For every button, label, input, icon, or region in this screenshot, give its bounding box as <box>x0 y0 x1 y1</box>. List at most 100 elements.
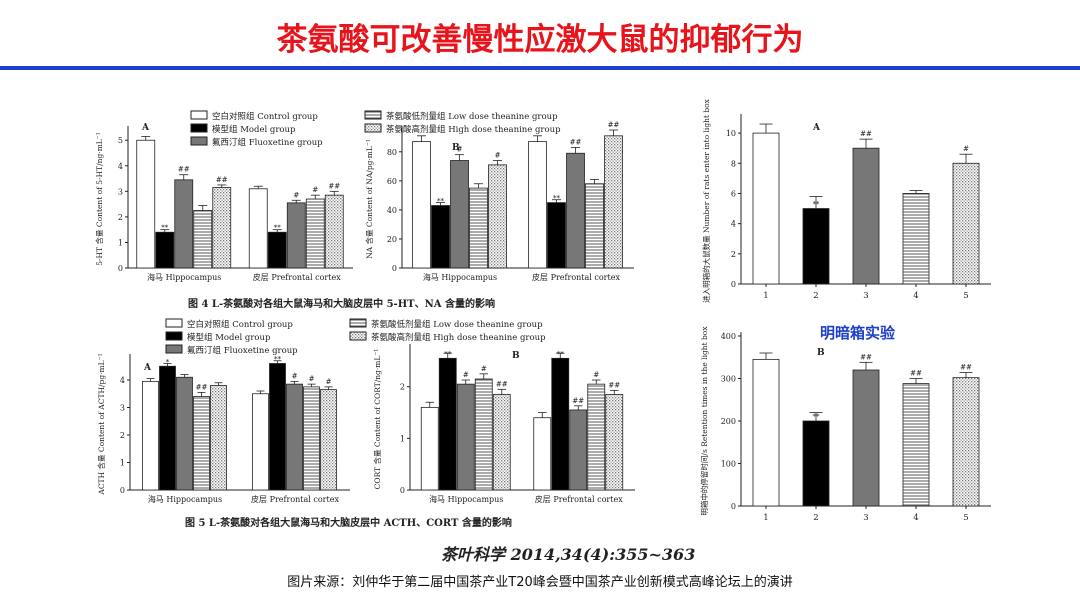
bar <box>248 188 268 269</box>
bar <box>267 231 287 269</box>
y-tick-label: 5 <box>118 136 123 145</box>
y-tick-label: 6 <box>731 189 736 198</box>
bar <box>547 202 566 269</box>
slide-title: 茶氨酸可改善慢性应激大鼠的抑郁行为 <box>276 22 804 58</box>
bar <box>193 396 210 491</box>
legend-swatch-fluoxetine <box>190 136 208 146</box>
x-category-label: 海马 Hippocampus <box>147 272 221 282</box>
y-tick-label: 2 <box>731 250 736 259</box>
y-tick-label: 0 <box>731 280 736 289</box>
y-tick-label: 300 <box>721 375 736 384</box>
light-dark-box-label: 明暗箱实验 <box>820 324 896 342</box>
significance-mark: ## <box>608 121 620 129</box>
bar <box>587 383 606 491</box>
y-axis-label: NA 含量 Content of NA/pg·mL⁻¹ <box>364 139 374 259</box>
x-category-label: 3 <box>863 513 868 523</box>
significance-mark: ** <box>437 198 445 206</box>
bar <box>305 198 325 269</box>
significance-mark: ## <box>910 370 922 378</box>
y-tick-label: 200 <box>721 417 736 426</box>
significance-mark: ## <box>216 176 228 184</box>
y-tick-label: 4 <box>118 162 123 171</box>
bar <box>176 376 193 491</box>
significance-mark: # <box>457 146 463 154</box>
panel-letter: B <box>512 351 520 361</box>
bar <box>952 377 980 507</box>
legend-label-high: 茶氨酸高剂量组 High dose theanine group <box>371 332 546 343</box>
significance-mark: ## <box>178 166 190 174</box>
x-category-label: 2 <box>813 513 818 523</box>
y-tick-label: 1 <box>400 434 405 443</box>
significance-mark: ** <box>274 356 282 364</box>
y-tick-label: 2 <box>400 383 405 392</box>
bar <box>303 386 320 491</box>
bar <box>174 179 194 269</box>
legend-swatch-fluoxetine <box>165 344 183 354</box>
fig4-legend: 空白对照组 Control group 模型组 Model group 氟西汀组… <box>190 110 561 148</box>
bar <box>438 357 457 491</box>
legend-label-low: 茶氨酸低剂量组 Low dose theanine group <box>386 111 558 122</box>
significance-mark: ** <box>161 224 169 232</box>
chart-rats-enter-light-box: 0 2 4 6 8 10 进入明箱的大鼠数量 Number of rats enter in… <box>701 98 991 303</box>
fig5-caption: 图 5 L-茶氨酸对各组大鼠海马和大脑皮层中 ACTH、CORT 含量的影响 <box>185 518 512 529</box>
bar <box>488 164 507 269</box>
title-divider <box>0 66 1080 70</box>
bar <box>136 139 156 269</box>
bar <box>252 393 269 491</box>
y-tick-label: 3 <box>120 404 125 413</box>
y-tick-label: 4 <box>731 220 736 229</box>
legend-label-low: 茶氨酸低剂量组 Low dose theanine group <box>371 319 543 330</box>
y-axis-label: CORT 含量 Content of CORT/ng·mL⁻¹ <box>372 349 382 490</box>
x-category-label: 2 <box>813 291 818 301</box>
bar <box>159 365 176 491</box>
bar <box>469 187 488 269</box>
x-category-label: 海马 Hippocampus <box>148 494 222 504</box>
significance-mark: ## <box>608 381 620 389</box>
significance-mark: ## <box>328 182 340 190</box>
bar <box>286 202 306 269</box>
significance-mark: # <box>293 191 299 199</box>
y-tick-label: 0 <box>400 486 405 495</box>
panel-letter: A <box>143 363 152 373</box>
y-tick-label: 20 <box>387 235 397 244</box>
x-category-label: 5 <box>963 291 968 301</box>
legend-swatch-model <box>165 331 183 341</box>
significance-mark: ** <box>557 350 565 358</box>
y-tick-label: 80 <box>387 148 397 157</box>
bar <box>142 380 159 491</box>
legend-label-fluoxetine: 氟西汀组 Fluoxetine group <box>187 345 298 356</box>
bar <box>566 152 585 269</box>
legend-label-fluoxetine: 氟西汀组 Fluoxetine group <box>212 137 323 148</box>
significance-mark: * <box>166 358 170 366</box>
bar <box>902 193 930 285</box>
x-category-label: 1 <box>763 291 768 301</box>
bar <box>585 183 604 269</box>
legend-label-high: 茶氨酸高剂量组 High dose theanine group <box>386 124 561 135</box>
significance-mark: # <box>963 145 969 153</box>
x-category-label: 4 <box>913 513 918 523</box>
significance-mark: ** <box>813 413 821 421</box>
bar <box>752 132 780 285</box>
y-axis-label: 进入明箱的大鼠数量 Number of rats enter into ligh… <box>701 98 711 303</box>
bar <box>210 385 227 491</box>
significance-mark: # <box>312 186 318 194</box>
y-axis-label: ACTH 含量 Content of ACTH/pg·mL⁻¹ <box>96 353 106 495</box>
legend-swatch-control <box>190 110 208 120</box>
bar <box>450 160 469 269</box>
y-tick-label: 4 <box>120 376 125 385</box>
panel-letter: A <box>812 123 821 133</box>
x-category-label: 海马 Hippocampus <box>429 494 503 504</box>
significance-mark: ## <box>860 130 872 138</box>
bar <box>456 383 475 491</box>
legend-label-model: 模型组 Model group <box>212 124 296 135</box>
significance-mark: # <box>495 152 501 160</box>
legend-swatch-model <box>190 123 208 133</box>
bar <box>604 135 623 269</box>
y-tick-label: 8 <box>731 159 736 168</box>
bar <box>155 231 175 269</box>
bar <box>902 383 930 507</box>
significance-mark: # <box>326 378 332 386</box>
y-axis-label: 5-HT 含量 Content of 5-HT/ng·mL⁻¹ <box>94 132 104 266</box>
